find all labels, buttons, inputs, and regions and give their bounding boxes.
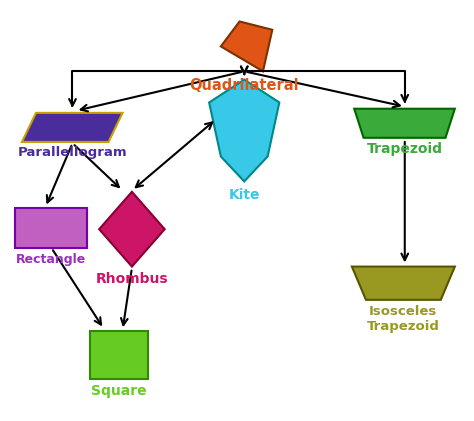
Text: Rectangle: Rectangle [16,253,87,266]
Polygon shape [99,192,164,266]
Text: Isosceles
Trapezoid: Isosceles Trapezoid [367,305,440,333]
Polygon shape [352,266,455,300]
Text: Kite: Kite [228,188,260,202]
Text: Parallellogram: Parallellogram [18,146,128,159]
Text: Trapezoid: Trapezoid [367,142,443,156]
Text: Quadrilateral: Quadrilateral [190,77,299,93]
Text: Square: Square [91,384,147,398]
Polygon shape [22,113,123,142]
Polygon shape [221,21,273,71]
Polygon shape [354,109,455,138]
Bar [90,331,148,379]
Polygon shape [209,80,279,181]
Text: Rhombus: Rhombus [96,272,168,286]
Bar [15,208,88,248]
